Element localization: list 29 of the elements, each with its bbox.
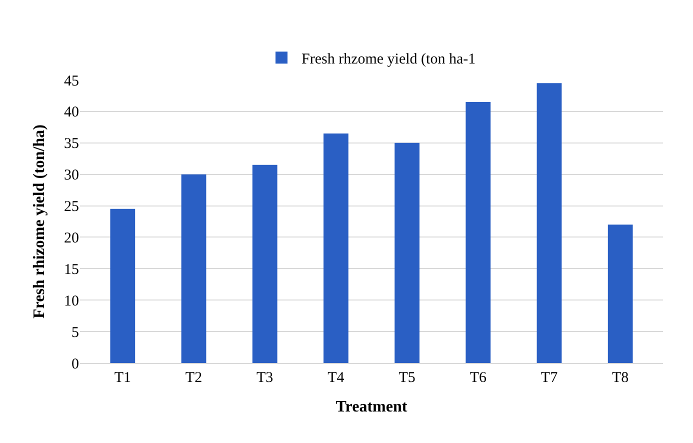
x-tick-label: T7 xyxy=(540,370,558,386)
y-tick-label: 0 xyxy=(72,356,79,372)
x-tick-label: T5 xyxy=(398,370,416,386)
bar xyxy=(536,83,562,363)
x-tick-label: T1 xyxy=(114,370,131,386)
bar xyxy=(394,142,420,363)
y-tick-label: 15 xyxy=(64,262,79,278)
x-tick-label: T3 xyxy=(256,370,274,386)
x-axis-title: Treatment xyxy=(336,398,408,416)
y-tick-label: 35 xyxy=(64,136,79,152)
x-tick-label: T6 xyxy=(470,370,487,386)
y-tick-label: 30 xyxy=(64,168,79,184)
bar xyxy=(110,208,136,363)
y-tick-label: 10 xyxy=(64,293,79,310)
y-tick-label: 25 xyxy=(64,199,79,216)
bar xyxy=(252,164,278,363)
y-tick-label: 45 xyxy=(64,73,79,90)
y-axis-title: Fresh rhizome yield (ton/ha) xyxy=(30,124,48,318)
x-tick-label: T8 xyxy=(612,370,629,386)
y-tick-label: 5 xyxy=(72,324,79,341)
legend-label: Fresh rhzome yield (ton ha-1 xyxy=(302,51,476,68)
x-tick-label: T2 xyxy=(185,370,202,386)
bar xyxy=(324,133,348,363)
bar xyxy=(608,224,633,363)
bar xyxy=(181,174,206,363)
y-tick-label: 40 xyxy=(64,104,79,121)
y-tick-label: 20 xyxy=(64,230,79,246)
bar xyxy=(466,102,491,363)
x-tick-label: T4 xyxy=(328,370,345,386)
